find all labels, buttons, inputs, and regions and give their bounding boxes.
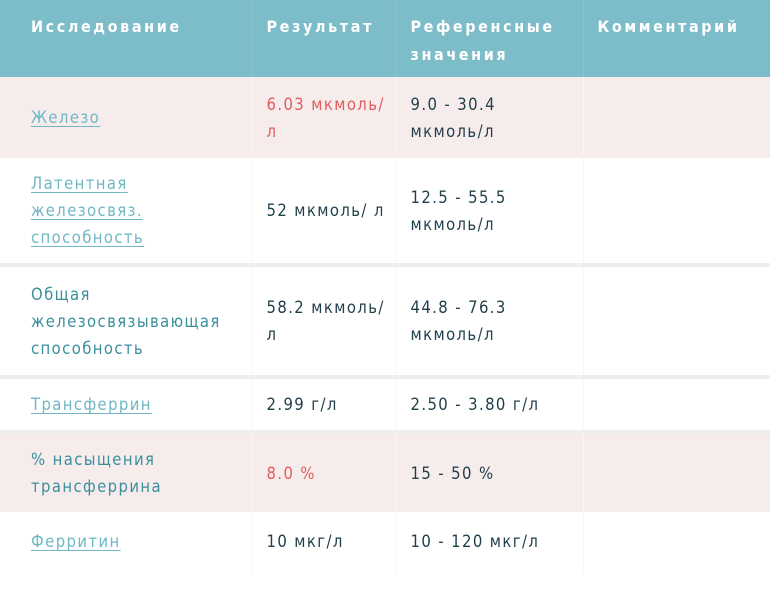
table-row: % насыщения трансферрина 8.0 % 15 - 50 % — [0, 432, 770, 512]
header-test: Исследование — [0, 0, 253, 77]
header-reference: Референсные значения — [396, 0, 584, 77]
comment-cell — [583, 377, 770, 434]
comment-cell — [583, 432, 770, 512]
header-comment: Комментарий — [583, 0, 770, 77]
reference-value: 2.50 - 3.80 г/л — [396, 377, 584, 434]
table-row: Общая железосвязывающая способность 58.2… — [0, 265, 770, 379]
test-link-ferritin[interactable]: Ферритин — [31, 532, 121, 551]
test-link-iron[interactable]: Железо — [31, 108, 101, 127]
result-value: 8.0 % — [252, 432, 397, 512]
header-result: Результат — [252, 0, 397, 77]
table-row: Ферритин 10 мкг/л 10 - 120 мкг/л — [0, 512, 770, 572]
reference-value: 15 - 50 % — [396, 432, 584, 512]
table-row: Латентная железосвяз. способность 52 мкм… — [0, 158, 770, 267]
comment-cell — [583, 158, 770, 267]
test-link-latent-capacity[interactable]: Латентная железосвяз. способность — [31, 174, 145, 247]
result-value: 6.03 мкмоль/л — [252, 77, 397, 158]
table-row: Железо 6.03 мкмоль/л 9.0 - 30.4 мкмоль/л — [0, 77, 770, 158]
result-value: 58.2 мкмоль/л — [252, 265, 397, 379]
reference-value: 44.8 - 76.3 мкмоль/л — [396, 265, 584, 379]
result-value: 10 мкг/л — [252, 512, 397, 572]
reference-value: 10 - 120 мкг/л — [396, 512, 584, 572]
reference-value: 12.5 - 55.5 мкмоль/л — [396, 158, 584, 267]
test-link-transferrin[interactable]: Трансферрин — [31, 395, 152, 414]
comment-cell — [583, 77, 770, 158]
table-header: Исследование Результат Референсные значе… — [0, 0, 770, 77]
test-name: Общая железосвязывающая способность — [0, 265, 253, 379]
table-row: Трансферрин 2.99 г/л 2.50 - 3.80 г/л — [0, 377, 770, 434]
reference-value: 9.0 - 30.4 мкмоль/л — [396, 77, 584, 158]
result-value: 2.99 г/л — [252, 377, 397, 434]
test-name: % насыщения трансферрина — [0, 432, 253, 512]
lab-results-table: Исследование Результат Референсные значе… — [0, 0, 770, 572]
result-value: 52 мкмоль/ л — [252, 158, 397, 267]
comment-cell — [583, 265, 770, 379]
comment-cell — [583, 512, 770, 572]
